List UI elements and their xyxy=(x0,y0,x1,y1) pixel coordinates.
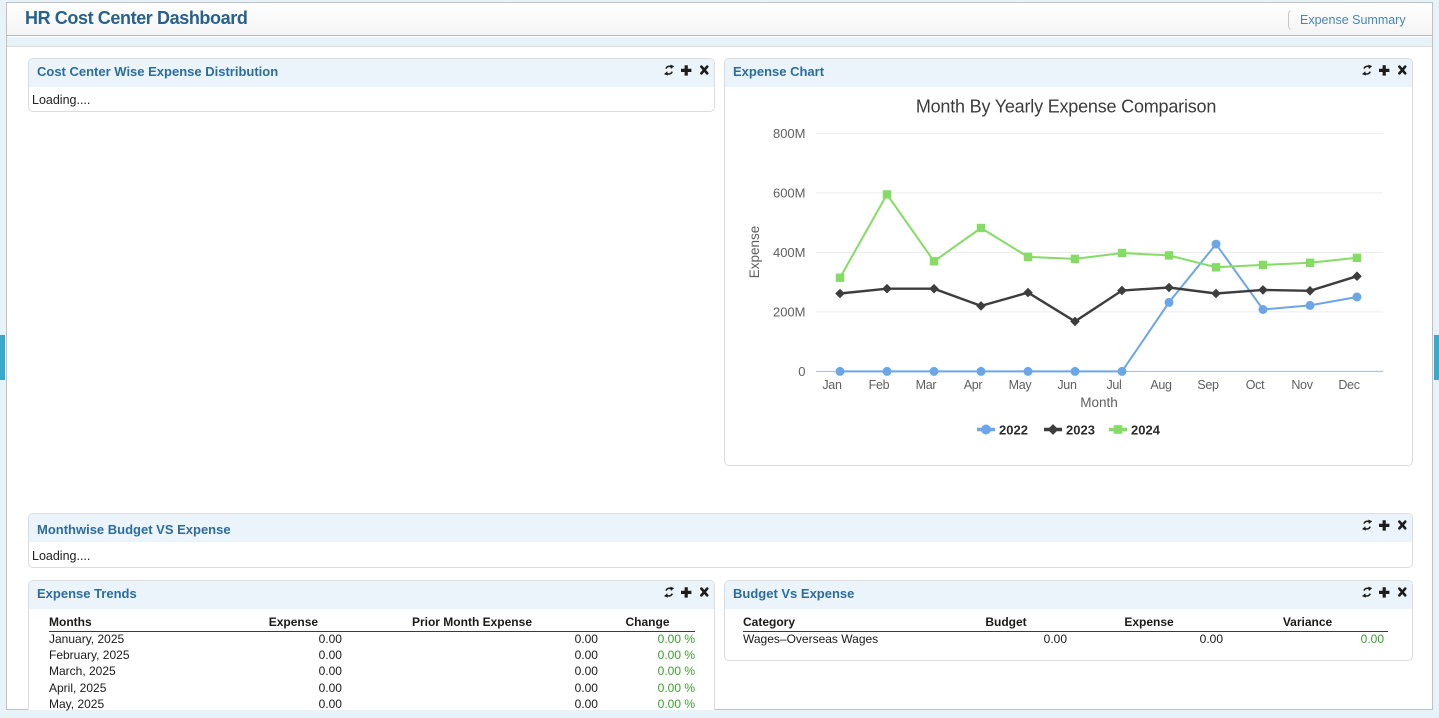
svg-text:Feb: Feb xyxy=(869,378,890,392)
svg-text:400M: 400M xyxy=(773,245,806,260)
svg-text:0: 0 xyxy=(798,364,805,379)
svg-text:Sep: Sep xyxy=(1197,378,1219,392)
svg-text:May: May xyxy=(1009,378,1033,392)
svg-text:800M: 800M xyxy=(773,126,806,141)
svg-text:Nov: Nov xyxy=(1291,378,1313,392)
svg-text:Aug: Aug xyxy=(1150,378,1172,392)
svg-text:600M: 600M xyxy=(773,185,806,200)
svg-text:Apr: Apr xyxy=(964,378,983,392)
svg-text:Jun: Jun xyxy=(1057,378,1077,392)
svg-text:Jan: Jan xyxy=(822,378,842,392)
svg-text:Oct: Oct xyxy=(1246,378,1265,392)
svg-text:Mar: Mar xyxy=(916,378,937,392)
svg-text:Month By Yearly Expense Compar: Month By Yearly Expense Comparison xyxy=(916,97,1216,117)
svg-text:2022: 2022 xyxy=(999,423,1028,438)
svg-text:Dec: Dec xyxy=(1338,378,1359,392)
svg-text:Expense: Expense xyxy=(747,226,762,279)
svg-text:Month: Month xyxy=(1080,395,1118,410)
svg-text:2024: 2024 xyxy=(1131,423,1161,438)
svg-text:Jul: Jul xyxy=(1106,378,1121,392)
svg-text:200M: 200M xyxy=(773,304,806,319)
svg-text:2023: 2023 xyxy=(1066,423,1095,438)
